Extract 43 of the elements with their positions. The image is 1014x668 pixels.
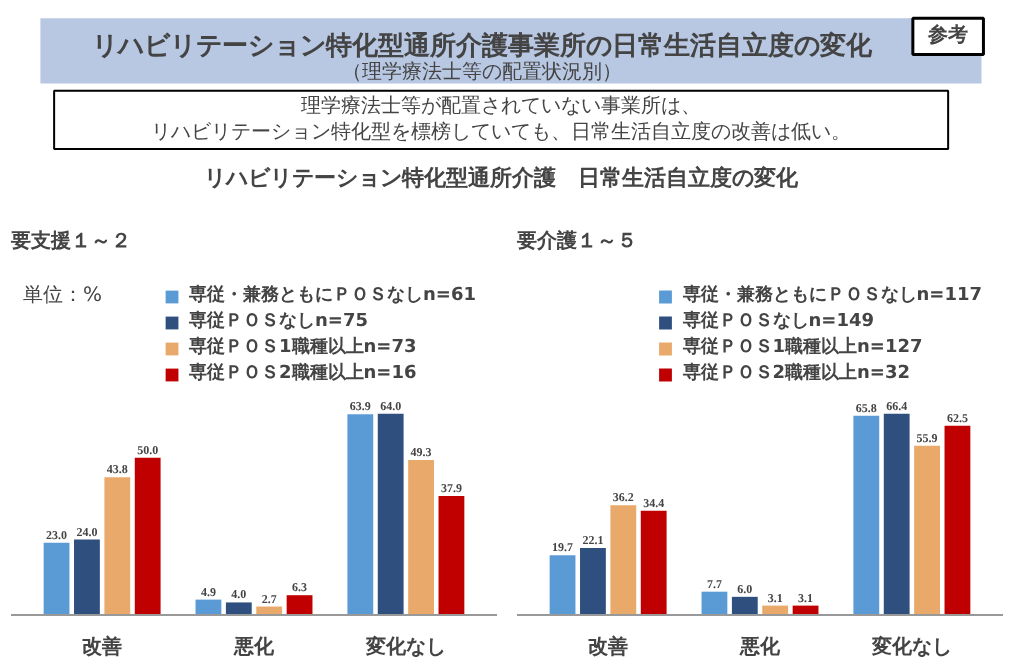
bar <box>944 425 971 615</box>
text: リハビリテーション特化型通所介護事業所の日常生活自立度の変化 <box>91 30 874 63</box>
text: 参考 <box>926 23 969 48</box>
legend-label: 専従ＰＯＳなしn=149 <box>682 308 874 334</box>
x-tick-label: 改善 <box>82 635 123 659</box>
x-tick-label: 悪化 <box>738 635 782 659</box>
legend-label: 専従ＰＯＳ2職種以上n=32 <box>682 360 910 386</box>
x-tick-label: 悪化 <box>232 635 276 659</box>
bar <box>549 555 576 615</box>
bar <box>580 548 606 615</box>
bar <box>883 413 910 615</box>
bar <box>610 505 637 615</box>
legend-label: 専従・兼務ともにＰＯＳなしn=117 <box>682 282 982 308</box>
bar <box>43 542 70 615</box>
text: 理学療法士等が配置されていない事業所は、 <box>301 94 702 119</box>
bar <box>438 495 465 615</box>
legend-label: 専従ＰＯＳなしn=75 <box>189 308 368 334</box>
text: リハビリテーション特化型を標榜していても、日常生活自立度の改善は低い。 <box>151 119 852 144</box>
legend-label: 専従ＰＯＳ1職種以上n=73 <box>189 334 417 360</box>
x-tick-label: 改善 <box>588 635 629 659</box>
bar <box>640 510 667 615</box>
legend-label: 専従・兼務ともにＰＯＳなしn=61 <box>189 282 476 308</box>
text: リハビリテーション特化型通所介護 日常生活自立度の変化 <box>204 164 801 191</box>
bar <box>225 602 252 615</box>
text: 単位：% <box>23 283 103 307</box>
bar <box>701 591 728 615</box>
bar <box>914 445 940 615</box>
legend-label: 専従ＰＯＳ2職種以上n=16 <box>189 360 417 386</box>
legend-label: 専従ＰＯＳ1職種以上n=127 <box>682 334 923 360</box>
bar <box>286 595 313 615</box>
bar <box>853 415 880 615</box>
chart-title: 要介護１～５ <box>515 229 637 253</box>
x-tick-label: 変化なし <box>869 635 952 659</box>
bar <box>134 457 161 615</box>
bar <box>377 413 404 615</box>
text: （理学療法士等の配置状況別） <box>341 59 622 84</box>
x-tick-label: 変化なし <box>363 635 446 659</box>
bar <box>74 539 100 615</box>
bar <box>104 477 131 615</box>
bar <box>408 460 434 615</box>
bar <box>347 414 374 615</box>
chart-title: 要支援１～２ <box>9 229 131 253</box>
bar <box>731 596 758 615</box>
